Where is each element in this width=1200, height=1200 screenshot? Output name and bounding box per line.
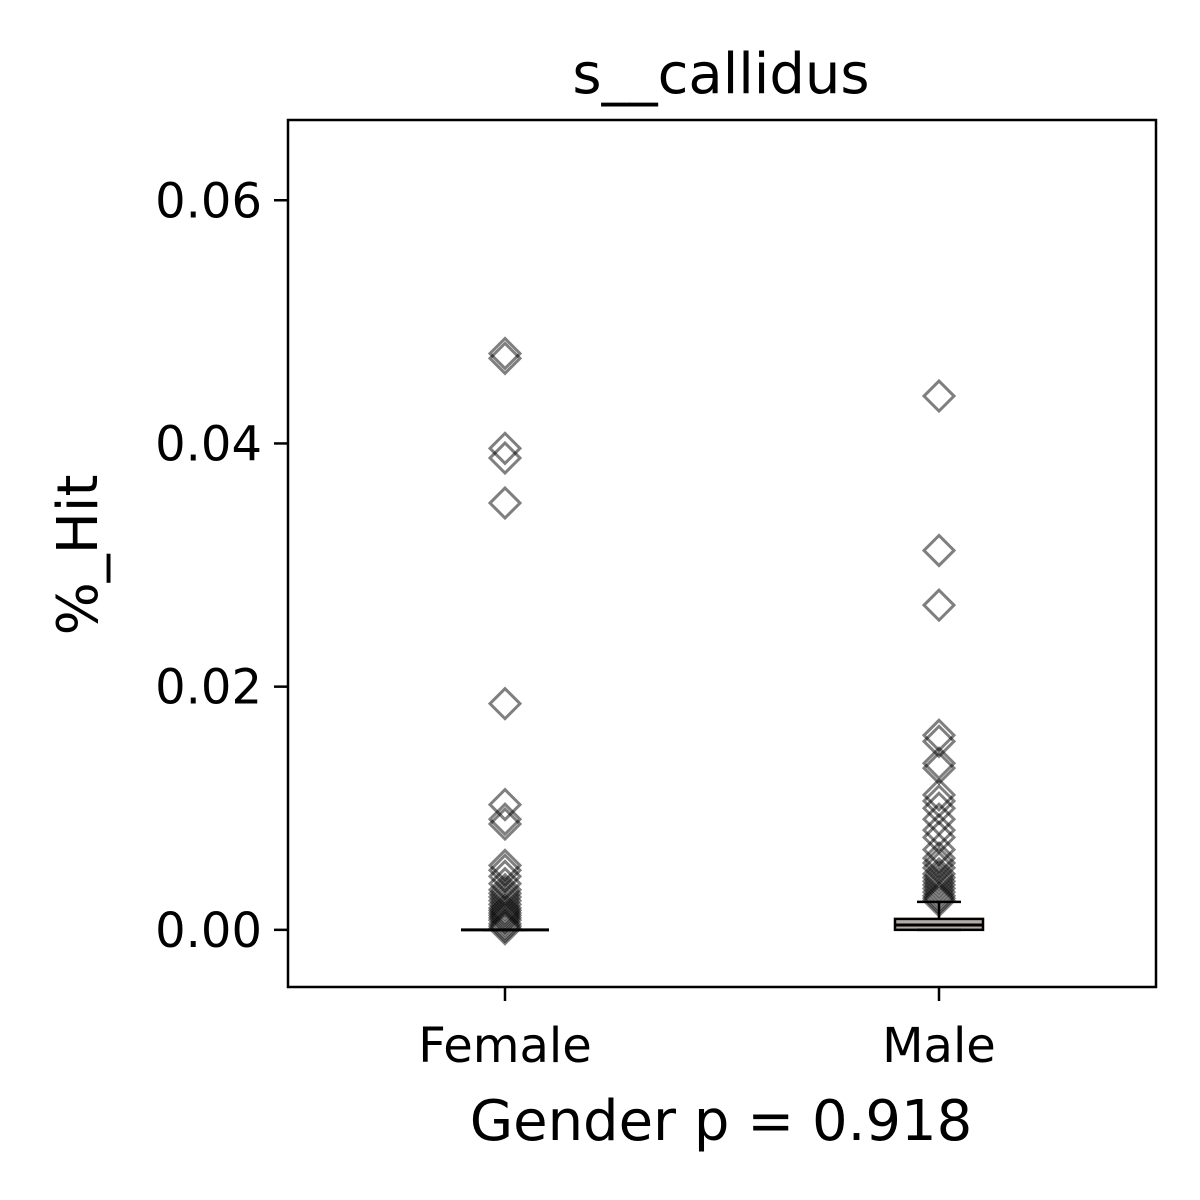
- data-point: [921, 724, 957, 759]
- data-point: [487, 485, 523, 521]
- data-point: [921, 881, 957, 916]
- data-point: [487, 686, 523, 721]
- y-tick-label: 0.04: [155, 416, 262, 472]
- data-point: [921, 860, 957, 895]
- data-point: [921, 878, 957, 913]
- y-tick-label: 0.02: [155, 660, 262, 716]
- y-axis-label: %_Hit: [46, 475, 111, 636]
- data-point: [921, 588, 957, 623]
- data-point: [921, 751, 957, 786]
- data-point: [487, 898, 523, 933]
- y-tick-label: 0.06: [155, 173, 262, 229]
- data-point: [487, 902, 523, 938]
- data-point: [921, 777, 957, 812]
- data-point: [487, 909, 523, 944]
- data-point: [921, 875, 957, 910]
- chart-title: s__callidus: [572, 42, 869, 107]
- data-point: [487, 802, 523, 837]
- data-point: [487, 895, 523, 930]
- data-point: [921, 533, 957, 568]
- points-male: [921, 378, 957, 918]
- data-point: [921, 883, 957, 918]
- y-tick-label: 0.00: [155, 903, 262, 959]
- data-point: [921, 867, 957, 902]
- data-point: [487, 806, 523, 842]
- points-female: [487, 336, 523, 946]
- data-point: [487, 787, 523, 822]
- x-tick-label: Female: [418, 1018, 592, 1074]
- data-point: [921, 378, 957, 414]
- data-point: [921, 864, 957, 899]
- data-point: [487, 431, 523, 466]
- data-point: [921, 856, 957, 892]
- plot-area: [461, 336, 985, 946]
- data-point: [487, 887, 523, 922]
- plot-frame: [286, 118, 1158, 989]
- data-point: [487, 911, 523, 946]
- data-point: [487, 336, 523, 371]
- x-axis-label: Gender p = 0.918: [470, 1089, 973, 1154]
- data-point: [487, 890, 523, 926]
- axes: 0.00 0.02 0.04 0.06 Female Male: [155, 173, 996, 1074]
- data-point: [487, 893, 523, 928]
- data-point: [487, 341, 523, 376]
- data-point: [487, 440, 523, 476]
- x-tick-label: Male: [882, 1018, 996, 1074]
- data-point: [921, 871, 957, 906]
- data-point: [487, 906, 523, 941]
- data-point: [487, 900, 523, 935]
